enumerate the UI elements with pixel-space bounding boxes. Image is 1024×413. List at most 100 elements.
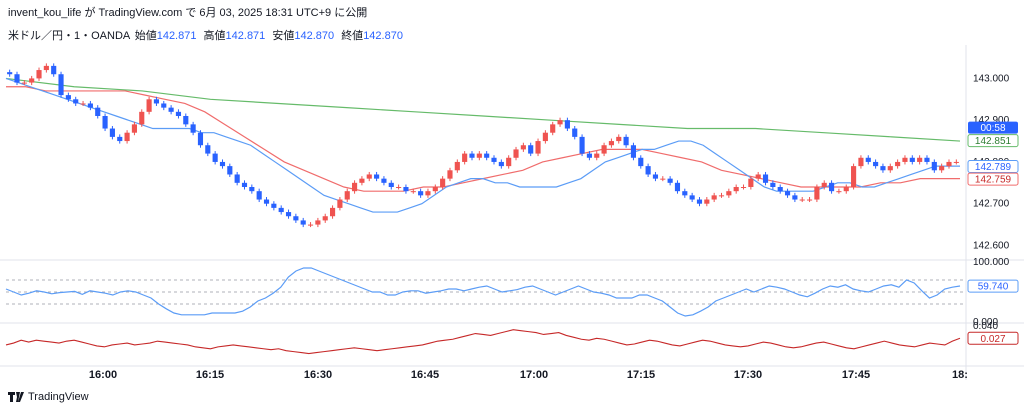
candle-body xyxy=(51,65,57,75)
candle-body xyxy=(498,161,504,167)
time-tick-label: 16:30 xyxy=(304,369,332,381)
candle-body xyxy=(7,72,13,75)
candle-body xyxy=(506,157,512,167)
candle-body xyxy=(594,153,600,158)
footer-brand: TradingView xyxy=(28,391,89,403)
ma-fast-tag: 142.789 xyxy=(975,162,1012,173)
candle-body xyxy=(344,191,350,200)
candle-body xyxy=(359,178,365,183)
sub-indicator-last-box xyxy=(967,331,1019,345)
candle-body xyxy=(87,103,93,108)
candle-body xyxy=(102,116,108,129)
time-tick-label: 17:30 xyxy=(734,369,762,381)
candle-body xyxy=(29,78,35,83)
candle-body xyxy=(183,116,189,125)
high-value: 142.871 xyxy=(225,30,266,42)
candle-body xyxy=(858,157,864,167)
candle-body xyxy=(124,132,130,142)
candle-body xyxy=(638,157,644,167)
candle-body xyxy=(117,136,123,142)
candle-body xyxy=(374,174,380,179)
candle-body xyxy=(410,191,416,193)
candle-body xyxy=(564,120,570,129)
candle-body xyxy=(630,145,637,158)
price-tick-label: 142.700 xyxy=(973,199,1010,210)
candle-body xyxy=(263,199,270,204)
candle-body xyxy=(652,174,659,179)
candle-body xyxy=(953,161,959,163)
candle-body xyxy=(689,195,695,200)
candle-body xyxy=(491,157,497,162)
candle-body xyxy=(755,174,761,179)
candle-body xyxy=(65,95,71,100)
candle-body xyxy=(616,136,622,142)
candle-body xyxy=(740,187,747,188)
sub-indicator-last-tag: 0.027 xyxy=(980,334,1005,345)
time-tick-label: 17:00 xyxy=(520,369,548,381)
symbol-name: 米ドル／円・1・OANDA xyxy=(8,30,130,42)
publish-header: invent_kou_life が TradingView.com で 6月 0… xyxy=(8,7,368,19)
candle-body xyxy=(733,187,739,192)
candle-body xyxy=(520,145,526,150)
candle-body xyxy=(887,166,893,171)
time-tick-label: 18: xyxy=(952,369,968,381)
candle-body xyxy=(770,182,776,187)
candle-body xyxy=(21,82,27,84)
candle-body xyxy=(432,187,438,192)
candle-body xyxy=(462,153,468,162)
candle-body xyxy=(447,170,453,179)
candle-body xyxy=(212,153,218,162)
open-value: 142.871 xyxy=(156,30,197,42)
candle-body xyxy=(396,187,402,188)
candle-body xyxy=(425,191,431,196)
candle-body xyxy=(836,191,842,193)
candle-body xyxy=(572,128,578,137)
candle-body xyxy=(300,220,306,225)
candle-body xyxy=(880,166,886,171)
candle-body xyxy=(623,136,629,146)
candle-body xyxy=(14,74,20,83)
candle-body xyxy=(931,161,937,171)
candle-body xyxy=(190,124,196,133)
candle-body xyxy=(80,103,86,105)
candle-body xyxy=(645,166,651,175)
candle-body xyxy=(792,195,798,200)
candle-body xyxy=(469,153,475,158)
candle-body xyxy=(285,212,292,217)
time-tick-label: 17:45 xyxy=(842,369,870,381)
ma-slow-tag: 142.851 xyxy=(975,136,1012,147)
time-tick-label: 17:15 xyxy=(627,369,655,381)
candle-body xyxy=(278,207,284,213)
candle-body xyxy=(586,153,592,158)
ma-fast-line xyxy=(5,77,960,213)
candle-body xyxy=(579,136,585,154)
sub-indicator-tick-label: 0.040 xyxy=(973,321,998,332)
candle-body xyxy=(256,191,262,200)
sub-indicator-line xyxy=(5,329,961,355)
high-label: 高値 xyxy=(203,30,226,42)
candle-body xyxy=(484,153,490,158)
candle-body xyxy=(205,145,211,154)
candle-body xyxy=(895,161,901,167)
candle-body xyxy=(168,107,174,112)
candle-body xyxy=(557,120,563,125)
candle-body xyxy=(542,132,548,142)
candle-body xyxy=(748,178,754,187)
candle-body xyxy=(865,157,871,162)
tradingview-logo-icon xyxy=(8,392,24,402)
candle-body xyxy=(829,182,835,192)
candle-body xyxy=(550,124,556,133)
candle-body xyxy=(175,111,182,116)
candle-body xyxy=(197,132,204,146)
candle-body xyxy=(939,166,945,171)
candle-body xyxy=(227,166,233,175)
candle-body xyxy=(109,128,115,137)
candle-body xyxy=(682,191,688,196)
candle-body xyxy=(784,191,791,196)
ohlc-legend: 米ドル／円・1・OANDA 始値142.871 高値142.871 安値142.… xyxy=(8,27,407,43)
candle-body xyxy=(909,157,915,162)
candle-body xyxy=(924,157,930,162)
time-tick-label: 16:45 xyxy=(411,369,439,381)
low-label: 安値 xyxy=(272,30,295,42)
